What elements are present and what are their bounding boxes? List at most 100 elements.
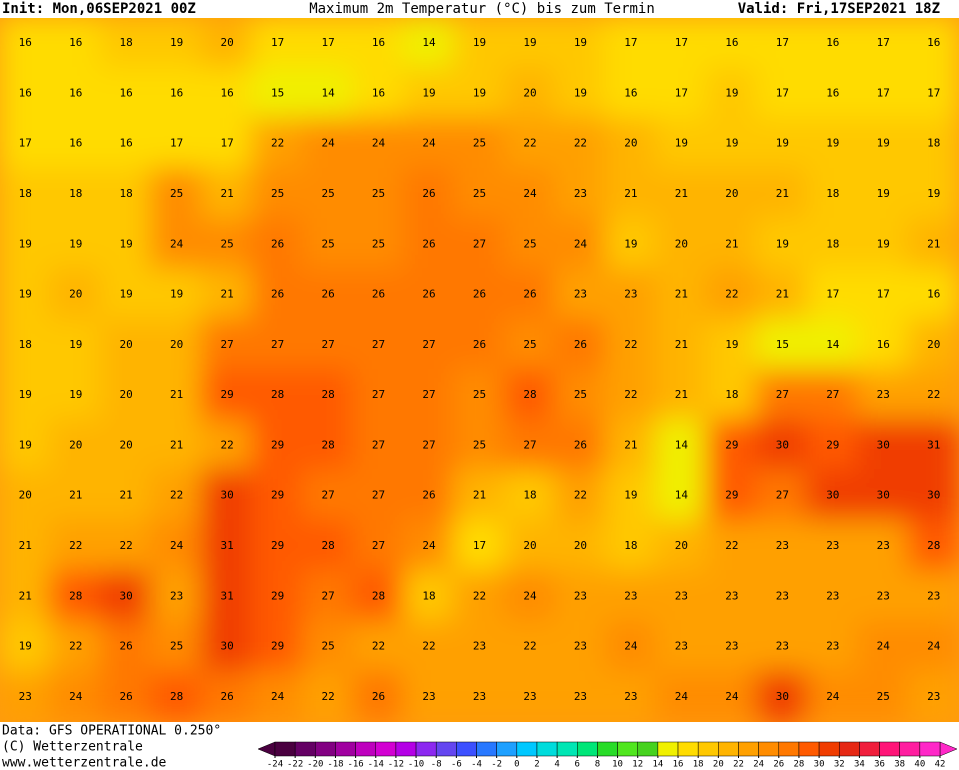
heat-cell bbox=[604, 570, 658, 623]
heat-cell bbox=[251, 18, 304, 70]
heat-cell bbox=[453, 570, 506, 623]
colorbar-box bbox=[818, 741, 840, 757]
heat-cell bbox=[503, 419, 557, 472]
heat-cell bbox=[99, 570, 153, 623]
heat-cell bbox=[655, 18, 708, 70]
heat-cell bbox=[49, 670, 102, 722]
colorbar-box bbox=[859, 741, 880, 757]
heat-cell bbox=[352, 18, 405, 70]
temperature-label: 26 bbox=[271, 288, 284, 301]
temperature-label: 21 bbox=[675, 338, 688, 351]
data-source: Data: GFS OPERATIONAL 0.250° bbox=[2, 724, 221, 739]
heat-cell bbox=[251, 67, 304, 120]
heat-cell bbox=[99, 67, 153, 120]
temperature-label: 22 bbox=[170, 489, 183, 502]
colorbar-label: -4 bbox=[471, 760, 482, 770]
heat-cell bbox=[150, 167, 203, 221]
temperature-label: 17 bbox=[321, 36, 334, 49]
temperature-label: 16 bbox=[69, 36, 82, 49]
heat-cell bbox=[99, 167, 153, 221]
heat-cell bbox=[453, 469, 506, 522]
temperature-label: 19 bbox=[69, 338, 82, 351]
heat-cell bbox=[0, 570, 52, 623]
heat-cell bbox=[604, 18, 658, 70]
temperature-label: 23 bbox=[19, 690, 32, 703]
heat-cell bbox=[150, 117, 203, 170]
temperature-label: 19 bbox=[725, 137, 738, 150]
heat-cell bbox=[857, 67, 910, 120]
temperature-label: 17 bbox=[221, 137, 234, 150]
heat-cell bbox=[604, 268, 658, 321]
temperature-label: 23 bbox=[574, 690, 587, 703]
temperature-label: 27 bbox=[422, 388, 435, 401]
temperature-label: 30 bbox=[776, 690, 789, 703]
temperature-label: 23 bbox=[927, 589, 940, 602]
heat-cell bbox=[352, 419, 405, 472]
temperature-label: 19 bbox=[19, 388, 32, 401]
temperature-label: 27 bbox=[372, 489, 385, 502]
colorbar-box bbox=[315, 741, 336, 757]
temperature-label: 19 bbox=[927, 187, 940, 200]
temperature-label: 23 bbox=[574, 589, 587, 602]
heat-cell bbox=[251, 670, 304, 722]
heat-cell bbox=[756, 419, 809, 472]
heat-cell bbox=[200, 117, 254, 170]
temperature-label: 30 bbox=[877, 438, 890, 451]
temperature-label: 22 bbox=[221, 438, 234, 451]
colorbar-box bbox=[294, 741, 316, 757]
heat-cell bbox=[604, 67, 658, 120]
colorbar-box bbox=[496, 741, 518, 757]
temperature-label: 24 bbox=[422, 137, 436, 150]
heat-cell bbox=[0, 218, 52, 271]
temperature-label: 16 bbox=[624, 86, 637, 99]
heat-cell bbox=[200, 369, 254, 422]
heat-cell bbox=[857, 670, 910, 722]
heat-cell bbox=[806, 670, 860, 722]
temperature-label: 16 bbox=[221, 86, 234, 99]
colorbar-box bbox=[919, 741, 941, 757]
temperature-label: 17 bbox=[271, 36, 284, 49]
heat-cell bbox=[554, 117, 607, 170]
heat-cell bbox=[150, 369, 203, 422]
heat-cell bbox=[352, 670, 405, 722]
colorbar-box bbox=[617, 741, 638, 757]
heat-cell bbox=[907, 519, 959, 573]
temperature-label: 18 bbox=[69, 187, 82, 200]
heat-cell bbox=[756, 670, 809, 722]
heat-cell bbox=[251, 318, 304, 371]
heat-cell bbox=[655, 117, 708, 170]
temperature-label: 22 bbox=[523, 137, 536, 150]
heat-cell bbox=[554, 419, 607, 472]
heat-cell bbox=[99, 469, 153, 522]
heat-cell bbox=[301, 570, 355, 623]
temperature-label: 21 bbox=[675, 388, 688, 401]
heat-cell bbox=[857, 268, 910, 321]
heat-cell bbox=[301, 318, 355, 371]
heat-cell bbox=[150, 469, 203, 522]
temperature-label: 26 bbox=[372, 288, 385, 301]
heat-cell bbox=[301, 218, 355, 271]
heat-cell bbox=[806, 519, 860, 573]
temperature-label: 14 bbox=[675, 489, 689, 502]
temperature-label: 19 bbox=[624, 237, 637, 250]
temperature-label: 23 bbox=[473, 690, 486, 703]
temperature-label: 25 bbox=[473, 187, 486, 200]
heat-cell bbox=[251, 419, 304, 472]
temperature-label: 21 bbox=[473, 489, 486, 502]
heat-cell bbox=[756, 318, 809, 371]
temperature-label: 21 bbox=[776, 187, 789, 200]
temperature-label: 23 bbox=[624, 690, 637, 703]
temperature-label: 26 bbox=[120, 640, 133, 653]
heat-cell bbox=[554, 369, 607, 422]
heat-cell bbox=[604, 218, 658, 271]
temperature-label: 19 bbox=[574, 86, 587, 99]
temperature-label: 25 bbox=[523, 237, 536, 250]
heat-cell bbox=[99, 369, 153, 422]
heat-cell bbox=[453, 67, 506, 120]
temperature-label: 22 bbox=[927, 388, 940, 401]
temperature-label: 18 bbox=[624, 539, 637, 552]
heat-cell bbox=[756, 519, 809, 573]
heat-cell bbox=[806, 570, 860, 623]
heat-cell bbox=[554, 167, 607, 221]
heat-cell bbox=[251, 570, 304, 623]
